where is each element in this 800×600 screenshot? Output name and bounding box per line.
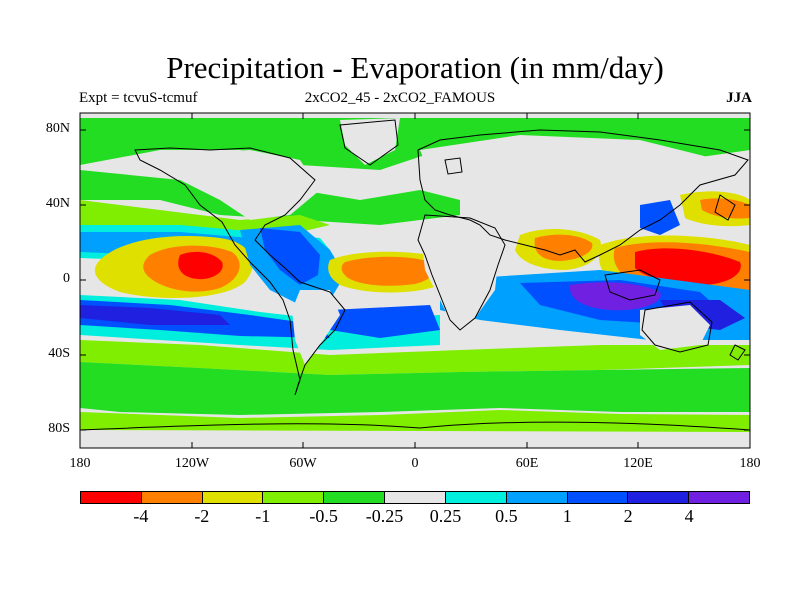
colorbar-swatch-6	[445, 492, 507, 503]
colorbar-swatch-10	[689, 492, 749, 503]
lat-label-40s: 40S	[48, 346, 70, 361]
lon-label-60e: 60E	[515, 456, 539, 471]
colorbar-label-4: -0.25	[365, 506, 404, 526]
colorbar-swatch-7	[506, 492, 568, 503]
field-satl-blue	[330, 305, 440, 338]
field-atl-orange	[341, 256, 435, 286]
coastlines	[80, 119, 750, 431]
map-title: Precipitation - Evaporation (in mm/day)	[166, 50, 664, 85]
season-label: JJA	[726, 90, 752, 106]
colorbar-label-3: -0.5	[309, 506, 338, 526]
field-namerica-land	[160, 150, 320, 220]
lon-label-180w: 180	[69, 456, 91, 471]
field-sh-green2	[80, 362, 750, 415]
field-nwpac-orange	[700, 198, 750, 219]
axis-ticks	[80, 113, 750, 448]
colorbar-swatch-0	[81, 492, 142, 503]
colorbar-swatch-2	[202, 492, 264, 503]
colorbar-label-6: 0.5	[495, 506, 518, 526]
experiment-label: Expt = tcvuS-tcmuf	[79, 90, 198, 106]
field-ind-orange	[534, 234, 593, 261]
colorbar-swatch-1	[141, 492, 203, 503]
lon-label-120w: 120W	[174, 456, 210, 471]
field-australia-land	[640, 305, 710, 350]
lon-label-60w: 60W	[289, 456, 317, 471]
lat-label-40n: 40N	[45, 196, 70, 211]
colorbar-label-7: 1	[562, 506, 572, 526]
colorbar-label-9: 4	[684, 506, 694, 526]
field-samerica-land	[292, 290, 340, 365]
lon-label-0: 0	[411, 456, 419, 471]
field-antarctica	[80, 430, 750, 448]
field-amer-darkblue	[260, 228, 320, 285]
lon-label-120e: 120E	[623, 456, 653, 471]
colorbar-swatch-4	[324, 492, 386, 503]
field-sh-green3	[80, 410, 750, 432]
colorbar-label-5: 0.25	[429, 506, 462, 526]
field-sh-green	[80, 340, 750, 375]
colorbar-label-1: -2	[194, 506, 210, 526]
field-greenland-land	[340, 118, 400, 165]
field-spac-darkblue	[80, 305, 230, 325]
colorbar-label-8: 2	[623, 506, 633, 526]
colorbar-label-2: -1	[255, 506, 271, 526]
colorbar-swatch-9	[628, 492, 690, 503]
field-eurasia-land	[420, 135, 720, 215]
field-maritime-purple	[569, 282, 661, 311]
field-wpac-red	[635, 248, 741, 285]
colorbar	[80, 491, 750, 504]
lon-label-180e: 180	[739, 456, 761, 471]
colorbar-label-0: -4	[133, 506, 149, 526]
field-easia-blue	[640, 200, 680, 235]
colorbar-swatch-5	[385, 492, 446, 503]
colorbar-swatch-8	[567, 492, 629, 503]
lat-label-80s: 80S	[48, 421, 70, 436]
comparison-label: 2xCO2_45 - 2xCO2_FAMOUS	[304, 90, 496, 106]
lat-label-80n: 80N	[45, 121, 70, 136]
lat-label-0: 0	[63, 271, 70, 286]
field-epac-red	[178, 251, 223, 280]
field-africa-land	[420, 222, 500, 330]
colorbar-swatch-3	[263, 492, 325, 503]
